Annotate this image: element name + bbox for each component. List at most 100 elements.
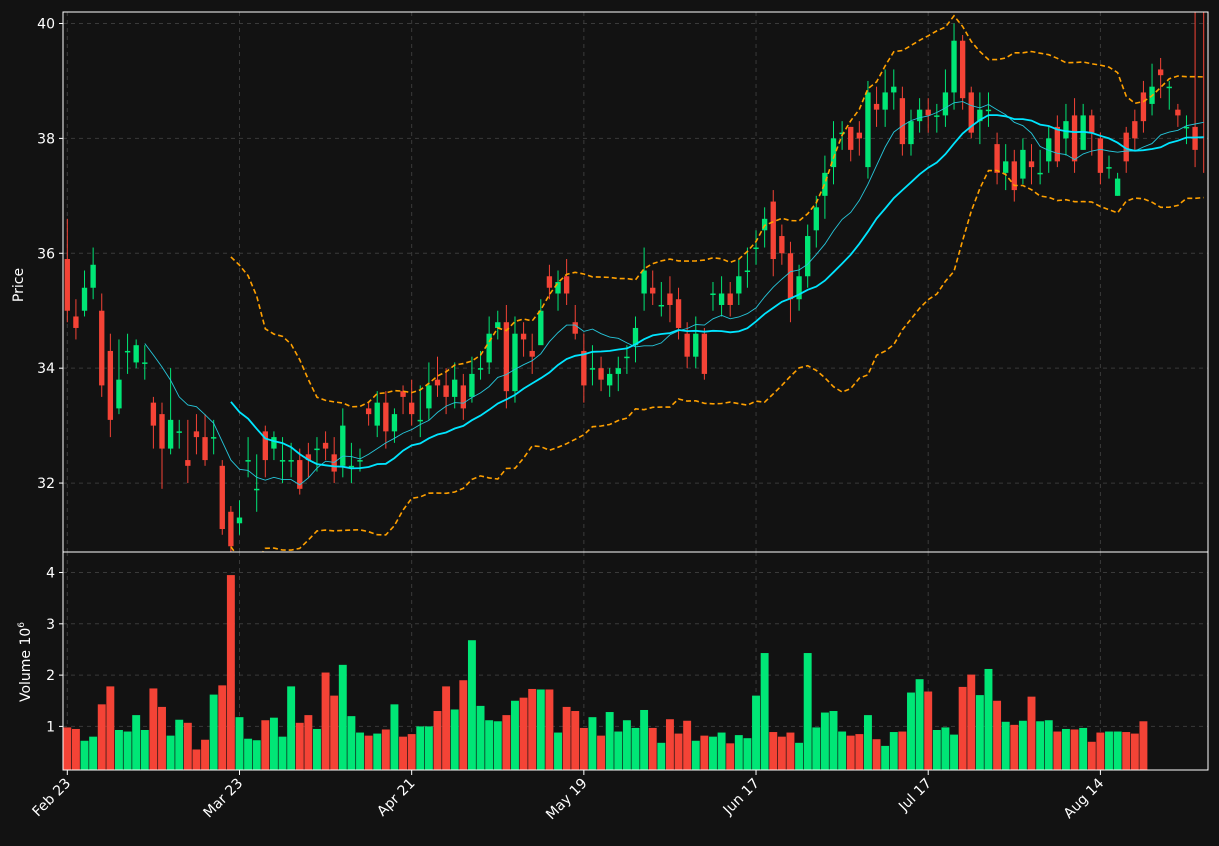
volume-bar	[71, 728, 80, 770]
candle	[219, 460, 225, 535]
volume-bar	[872, 739, 881, 770]
candle	[744, 247, 751, 288]
volume-bars	[63, 575, 1148, 770]
candle	[899, 86, 906, 156]
candle-body	[1166, 86, 1172, 89]
candle-body	[150, 402, 157, 426]
candle-body	[391, 414, 398, 432]
candle	[383, 391, 389, 449]
candle	[942, 69, 949, 127]
candle-body	[193, 431, 200, 438]
candle	[727, 282, 733, 317]
candle-body	[107, 350, 114, 420]
candle	[563, 259, 570, 305]
candle-body	[219, 465, 225, 530]
candle	[1071, 98, 1078, 173]
candle-body	[374, 402, 380, 426]
price-tick-label: 40	[37, 16, 55, 32]
volume-bar	[579, 727, 588, 770]
candle-body	[1114, 178, 1121, 196]
price-tick-label: 38	[37, 131, 55, 147]
volume-bar	[924, 691, 933, 770]
volume-tick-label: 3	[46, 617, 55, 633]
volume-bar	[158, 706, 166, 770]
candle-body	[210, 437, 217, 439]
candle-body	[589, 368, 596, 370]
volume-bar	[1053, 731, 1062, 770]
volume-bar	[1122, 732, 1131, 770]
moving-average-fast	[144, 101, 1204, 486]
volume-bar	[726, 743, 735, 770]
volume-bar	[381, 729, 390, 770]
candle	[830, 121, 837, 185]
candle	[73, 299, 79, 340]
candle	[873, 86, 880, 127]
candle	[736, 259, 742, 305]
volume-bar	[734, 735, 743, 770]
candle	[848, 126, 854, 162]
candle	[495, 310, 501, 340]
candle-body	[753, 247, 759, 250]
volume-bar	[786, 732, 795, 770]
volume-bar	[760, 653, 769, 770]
candle	[1054, 115, 1061, 168]
volume-bar	[691, 740, 700, 770]
candle	[322, 431, 329, 461]
candle-body	[908, 121, 914, 145]
volume-bar	[476, 705, 485, 770]
volume-tick-label: 4	[46, 566, 55, 582]
x-tick-label: Jun 17	[720, 776, 763, 819]
candle	[1020, 138, 1026, 185]
candle-body	[503, 322, 510, 392]
volume-bar	[235, 717, 244, 770]
volume-bar	[502, 715, 511, 770]
volume-bar	[803, 653, 812, 770]
volume-bar	[89, 736, 98, 770]
candles	[64, 12, 1205, 552]
candle	[1080, 103, 1086, 150]
candle	[865, 80, 871, 179]
candle	[624, 345, 630, 374]
candle	[761, 207, 768, 248]
candle-body	[916, 109, 923, 122]
candle-body	[408, 402, 415, 415]
volume-bar	[1036, 721, 1045, 770]
candle	[271, 431, 277, 461]
candle	[1183, 115, 1190, 145]
candle	[288, 442, 294, 478]
candle-body	[727, 293, 733, 305]
candle	[64, 218, 70, 323]
candle	[572, 304, 578, 340]
price-axis-label: Price	[11, 268, 27, 302]
candle-body	[452, 379, 458, 397]
candle	[908, 109, 914, 156]
volume-bar	[1061, 728, 1070, 770]
volume-bar	[898, 731, 907, 770]
candle-body	[1028, 161, 1035, 168]
volume-axis-exponent: 6	[17, 622, 27, 628]
candle-body	[796, 276, 802, 300]
candle	[994, 132, 1000, 185]
candle-body	[1132, 121, 1138, 139]
candle	[1166, 80, 1172, 110]
candle-body	[288, 460, 294, 462]
candle	[408, 379, 415, 426]
candle-body	[331, 454, 337, 472]
candle-body	[417, 419, 423, 422]
volume-bar	[1139, 721, 1148, 770]
candle-body	[365, 408, 372, 415]
volume-bar	[545, 689, 554, 770]
candle	[262, 425, 268, 478]
candle	[555, 270, 561, 311]
candle	[916, 98, 923, 133]
volume-bar	[932, 729, 941, 770]
volume-bar	[226, 575, 235, 770]
volume-bar	[304, 715, 313, 770]
candle	[822, 155, 828, 219]
candle-body	[641, 270, 647, 294]
x-tick-label: Feb 23	[30, 776, 75, 821]
candle	[90, 247, 96, 300]
candle	[684, 322, 690, 369]
volume-bar	[175, 719, 184, 770]
